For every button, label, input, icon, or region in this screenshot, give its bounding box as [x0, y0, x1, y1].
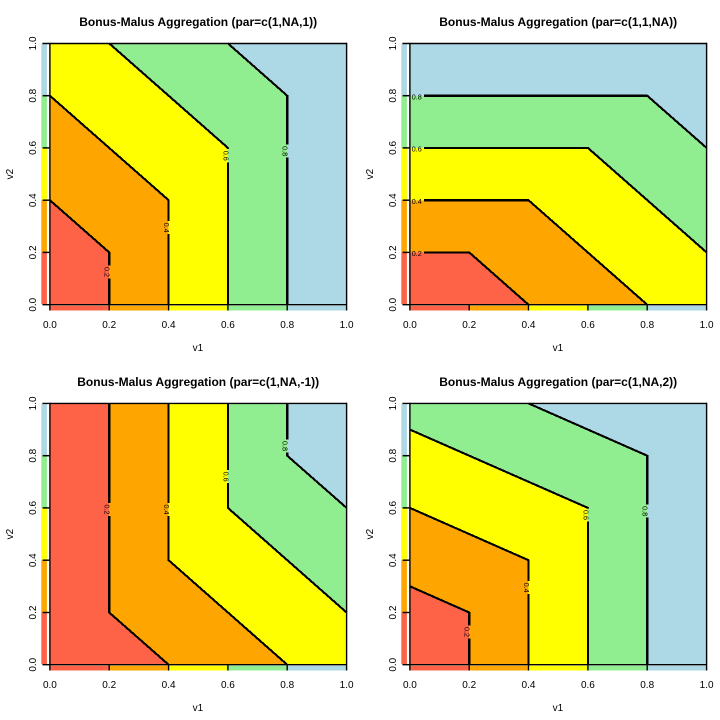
- svg-text:0.0: 0.0: [43, 680, 57, 691]
- svg-text:0.2: 0.2: [388, 245, 399, 259]
- svg-text:1.0: 1.0: [700, 320, 714, 331]
- svg-text:0.8: 0.8: [388, 88, 399, 102]
- svg-text:0.2: 0.2: [28, 245, 39, 259]
- svg-text:0.6: 0.6: [221, 320, 235, 331]
- svg-text:0.8: 0.8: [640, 680, 654, 691]
- svg-text:v1: v1: [193, 343, 204, 354]
- svg-text:0.2: 0.2: [388, 605, 399, 619]
- svg-text:0.4: 0.4: [28, 553, 39, 567]
- svg-text:1.0: 1.0: [28, 396, 39, 410]
- svg-text:0.4: 0.4: [162, 223, 171, 233]
- svg-text:0.2: 0.2: [102, 680, 116, 691]
- svg-text:0.8: 0.8: [28, 448, 39, 462]
- svg-text:0.8: 0.8: [281, 146, 290, 156]
- svg-text:0.2: 0.2: [103, 505, 112, 515]
- svg-text:0.6: 0.6: [388, 141, 399, 155]
- svg-text:1.0: 1.0: [388, 396, 399, 410]
- svg-text:0.8: 0.8: [412, 92, 422, 101]
- svg-text:0.0: 0.0: [388, 297, 399, 311]
- svg-text:0.2: 0.2: [463, 627, 472, 637]
- svg-text:v2: v2: [5, 528, 16, 539]
- svg-text:1.0: 1.0: [340, 680, 354, 691]
- svg-text:v2: v2: [365, 528, 376, 539]
- svg-text:0.0: 0.0: [403, 680, 417, 691]
- svg-text:v2: v2: [5, 168, 16, 179]
- svg-text:0.4: 0.4: [388, 193, 399, 207]
- svg-text:0.4: 0.4: [162, 680, 176, 691]
- svg-text:0.0: 0.0: [28, 297, 39, 311]
- svg-text:0.6: 0.6: [221, 472, 230, 482]
- svg-text:0.0: 0.0: [388, 657, 399, 671]
- svg-text:1.0: 1.0: [388, 36, 399, 50]
- svg-text:0.0: 0.0: [403, 320, 417, 331]
- svg-text:v1: v1: [553, 343, 564, 354]
- svg-text:1.0: 1.0: [28, 36, 39, 50]
- svg-text:0.2: 0.2: [462, 320, 476, 331]
- svg-text:0.4: 0.4: [28, 193, 39, 207]
- svg-text:0.4: 0.4: [412, 197, 422, 206]
- svg-text:0.4: 0.4: [162, 505, 171, 515]
- svg-text:0.6: 0.6: [28, 141, 39, 155]
- svg-text:1.0: 1.0: [700, 680, 714, 691]
- svg-text:Bonus-Malus Aggregation (par=c: Bonus-Malus Aggregation (par=c(1,NA,1)): [79, 15, 317, 29]
- svg-text:0.6: 0.6: [581, 320, 595, 331]
- svg-text:0.4: 0.4: [522, 583, 531, 593]
- svg-text:0.8: 0.8: [280, 320, 294, 331]
- svg-text:0.8: 0.8: [28, 88, 39, 102]
- svg-text:0.4: 0.4: [162, 320, 176, 331]
- svg-text:Bonus-Malus Aggregation (par=c: Bonus-Malus Aggregation (par=c(1,NA,-1)): [77, 375, 319, 389]
- svg-text:0.8: 0.8: [388, 448, 399, 462]
- svg-text:0.2: 0.2: [28, 605, 39, 619]
- svg-text:0.2: 0.2: [103, 267, 112, 277]
- svg-text:0.0: 0.0: [28, 657, 39, 671]
- svg-text:0.6: 0.6: [221, 151, 230, 161]
- svg-text:0.4: 0.4: [522, 320, 536, 331]
- svg-text:0.2: 0.2: [102, 320, 116, 331]
- svg-text:0.8: 0.8: [640, 320, 654, 331]
- svg-text:Bonus-Malus Aggregation (par=c: Bonus-Malus Aggregation (par=c(1,NA,2)): [439, 375, 677, 389]
- svg-text:0.6: 0.6: [221, 680, 235, 691]
- svg-text:0.2: 0.2: [412, 249, 422, 258]
- svg-text:0.6: 0.6: [28, 501, 39, 515]
- svg-text:v1: v1: [193, 703, 204, 714]
- svg-text:v2: v2: [365, 168, 376, 179]
- svg-text:0.6: 0.6: [581, 510, 590, 520]
- svg-text:0.6: 0.6: [412, 145, 422, 154]
- svg-text:Bonus-Malus Aggregation (par=c: Bonus-Malus Aggregation (par=c(1,1,NA)): [439, 15, 677, 29]
- svg-text:0.0: 0.0: [43, 320, 57, 331]
- svg-text:0.8: 0.8: [641, 506, 650, 516]
- svg-text:0.4: 0.4: [388, 553, 399, 567]
- svg-text:0.2: 0.2: [462, 680, 476, 691]
- svg-text:0.6: 0.6: [581, 680, 595, 691]
- svg-text:0.8: 0.8: [281, 441, 290, 451]
- svg-text:0.6: 0.6: [388, 501, 399, 515]
- svg-text:0.8: 0.8: [280, 680, 294, 691]
- svg-text:0.4: 0.4: [522, 680, 536, 691]
- svg-text:v1: v1: [553, 703, 564, 714]
- svg-text:1.0: 1.0: [340, 320, 354, 331]
